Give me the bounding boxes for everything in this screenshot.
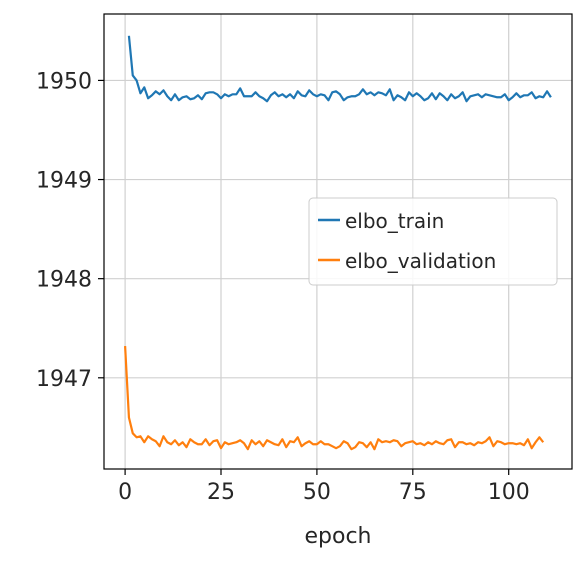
x-tick-label: 25 (207, 480, 235, 505)
plot-frame (103, 13, 573, 470)
series-line-elbo-train (127, 35, 552, 103)
y-tick-label: 1947 (36, 367, 92, 392)
legend-box (308, 197, 558, 286)
x-axis-label: epoch (305, 524, 372, 549)
series-line-elbo-validation (124, 346, 545, 451)
y-axis: 1947 1948 1949 1950 (36, 69, 104, 392)
legend: elbo_train elbo_validation (308, 197, 558, 286)
x-tick-label: 100 (488, 480, 530, 505)
legend-label-elbo-train: elbo_train (345, 209, 444, 233)
y-tick-label: 1950 (36, 69, 92, 94)
x-axis: 0 25 50 75 100 (118, 469, 530, 505)
x-tick-label: 50 (303, 480, 331, 505)
y-tick-label: 1948 (36, 268, 92, 293)
legend-label-elbo-validation: elbo_validation (345, 249, 496, 273)
series-group (124, 35, 552, 451)
x-tick-label: 75 (399, 480, 427, 505)
x-tick-label: 0 (118, 480, 132, 505)
y-tick-label: 1949 (36, 169, 92, 194)
